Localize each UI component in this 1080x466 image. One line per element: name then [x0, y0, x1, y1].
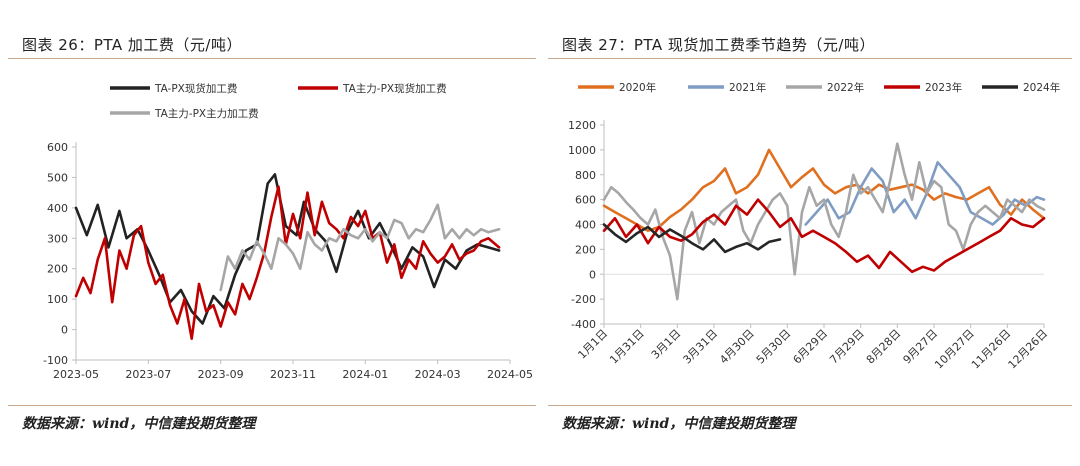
x-tick-label: 2024-05 [487, 368, 533, 381]
x-tick-label: 8月28日 [864, 327, 904, 367]
x-tick-label: 2024-01 [342, 368, 388, 381]
y-tick-label: 0 [589, 268, 596, 281]
x-tick-label: 3月31日 [681, 327, 721, 367]
series-line [602, 142, 1046, 301]
legend-label: TA主力-PX现货加工费 [342, 82, 447, 95]
x-tick-label: 2023-11 [270, 368, 316, 381]
x-tick-label: 6月29日 [791, 327, 831, 367]
series-line [804, 161, 1046, 226]
legend-label: 2023年 [925, 81, 962, 94]
source-divider [548, 405, 1072, 406]
y-tick-label: -100 [43, 354, 68, 367]
figure-title: 图表 27：PTA 现货加工费季节趋势（元/吨） [562, 36, 875, 54]
y-tick-label: 600 [575, 194, 596, 207]
x-tick-label: 2023-09 [198, 368, 244, 381]
source-note: 数据来源：wind，中信建投期货整理 [562, 416, 796, 432]
y-tick-label: 0 [61, 324, 68, 337]
source-note: 数据来源：wind，中信建投期货整理 [22, 416, 256, 432]
y-tick-label: 600 [47, 141, 68, 154]
chart-area: 2020年 2021年 2022年 2023年 2024年 -400 -200 0 200 400… [568, 81, 1060, 372]
y-tick-label: 1200 [568, 119, 596, 132]
legend-label: 2024年 [1023, 81, 1060, 94]
x-tick-label: 5月30日 [754, 327, 794, 367]
legend-label: TA-PX现货加工费 [154, 82, 237, 95]
y-tick-label: 500 [47, 171, 68, 184]
source-divider [8, 405, 536, 406]
x-tick-label: 12月26日 [1006, 327, 1051, 372]
x-tick-label: 4月30日 [717, 327, 757, 367]
series-line [74, 173, 501, 325]
legend-label: 2022年 [827, 81, 864, 94]
legend-label: 2021年 [729, 81, 766, 94]
title-divider [8, 58, 536, 59]
x-tick-label: 1月1日 [575, 327, 610, 362]
chart-area: TA-PX现货加工费 TA主力-PX现货加工费 TA主力-PX主力加工费 -100 0 1… [43, 82, 533, 381]
x-tick-label: 3月1日 [649, 327, 684, 362]
y-tick-label: -200 [571, 293, 596, 306]
y-tick-label: 400 [575, 219, 596, 232]
y-tick-label: 100 [47, 293, 68, 306]
y-tick-label: -400 [571, 318, 596, 331]
x-tick-label: 2023-07 [125, 368, 171, 381]
y-tick-label: 200 [575, 243, 596, 256]
x-tick-label: 2023-05 [53, 368, 99, 381]
legend-label: 2020年 [619, 81, 656, 94]
figure-title: 图表 26：PTA 加工费（元/吨） [22, 36, 242, 54]
y-tick-label: 800 [575, 169, 596, 182]
y-tick-label: 300 [47, 232, 68, 245]
y-tick-label: 1000 [568, 144, 596, 157]
series-line [602, 148, 1046, 232]
series-line [219, 203, 501, 292]
legend-label: TA主力-PX主力加工费 [154, 107, 259, 120]
series-line [602, 198, 1046, 274]
series-line [602, 223, 782, 254]
y-tick-label: 200 [47, 263, 68, 276]
x-tick-label: 7月29日 [827, 327, 867, 367]
y-tick-label: 400 [47, 202, 68, 215]
x-tick-label: 1月31日 [607, 327, 647, 367]
x-tick-label: 2024-03 [415, 368, 461, 381]
title-divider [548, 58, 1072, 59]
